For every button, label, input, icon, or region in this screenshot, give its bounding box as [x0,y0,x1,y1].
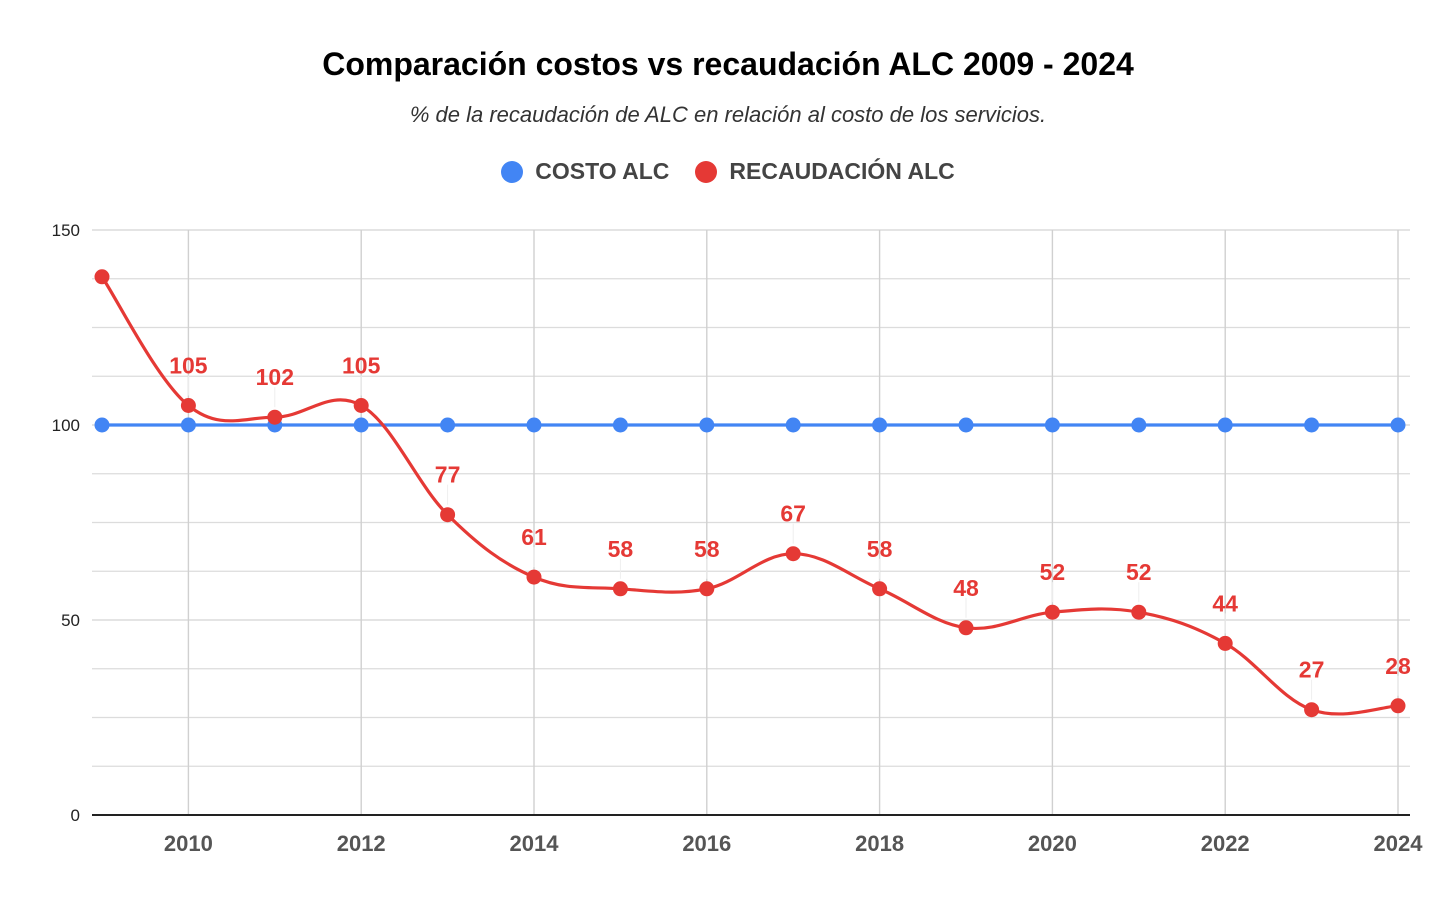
legend-marker-costo-icon [501,160,524,183]
data-point-costo [440,417,456,433]
chart-title: Comparación costos vs recaudación ALC 20… [322,46,1134,82]
data-point-recaudacion [1131,604,1147,620]
data-point-costo [785,417,801,433]
data-label-recaudacion: 44 [1212,590,1238,616]
data-point-recaudacion [1304,702,1320,718]
data-point-costo [1390,417,1406,433]
legend-label-recaudacion: RECAUDACIÓN ALC [729,158,955,184]
data-point-recaudacion [267,409,283,425]
data-label-recaudacion: 77 [435,462,461,488]
series-recaudacion [94,269,1406,718]
x-tick-label: 2010 [164,831,213,856]
data-point-recaudacion [353,398,369,413]
data-label-recaudacion: 52 [1040,559,1066,585]
chart-subtitle: % de la recaudación de ALC en relación a… [409,102,1047,127]
data-label-recaudacion: 105 [342,353,381,379]
data-point-recaudacion [440,507,456,523]
data-point-costo [94,417,110,433]
data-point-recaudacion [94,269,110,285]
data-point-recaudacion [1044,604,1060,620]
data-point-costo [180,417,196,433]
data-point-recaudacion [699,581,715,597]
series-layer [94,269,1406,718]
series-costo [94,417,1406,433]
data-labels: 105 102 105 77 61 58 58 67 58 48 52 52 44 27 28 [169,353,1411,700]
data-point-costo [1044,417,1060,433]
legend: COSTO ALC RECAUDACIÓN ALC [0,158,1456,185]
x-axis-ticks: 2010 2012 2014 2016 2018 2020 2022 2024 [164,831,1423,856]
x-tick-label: 2018 [855,831,904,856]
y-tick-label: 50 [61,611,80,630]
data-point-recaudacion [958,620,974,636]
legend-item-recaudacion[interactable]: RECAUDACIÓN ALC [695,158,955,185]
y-tick-label: 0 [71,806,80,825]
data-point-costo [1217,417,1233,433]
data-label-recaudacion: 67 [780,501,806,527]
data-point-costo [612,417,628,433]
data-point-recaudacion [785,546,801,562]
legend-label-costo: COSTO ALC [535,158,670,184]
data-point-recaudacion [872,581,888,597]
data-label-recaudacion: 105 [169,353,208,379]
data-label-recaudacion: 58 [867,536,893,562]
data-point-costo [353,417,369,433]
data-point-recaudacion [180,398,196,413]
data-label-recaudacion: 58 [608,536,634,562]
data-label-recaudacion: 27 [1299,657,1325,683]
data-label-recaudacion: 58 [694,536,720,562]
data-point-costo [958,417,974,433]
x-tick-label: 2020 [1028,831,1077,856]
data-point-costo [1304,417,1320,433]
legend-marker-recaudacion-icon [695,160,718,183]
data-point-costo [699,417,715,433]
y-axis-ticks: 0 50 100 150 [52,221,80,825]
x-tick-label: 2012 [337,831,386,856]
data-point-recaudacion [612,581,628,597]
x-tick-label: 2016 [682,831,731,856]
data-label-recaudacion: 102 [256,364,294,390]
y-tick-label: 150 [52,221,80,240]
data-label-recaudacion: 52 [1126,559,1152,585]
legend-item-costo[interactable]: COSTO ALC [501,158,669,185]
data-label-recaudacion: 28 [1385,653,1411,679]
data-point-recaudacion [1217,635,1233,651]
data-point-costo [1131,417,1147,433]
data-point-recaudacion [526,569,542,585]
x-tick-label: 2024 [1374,831,1424,856]
data-point-recaudacion [1390,698,1406,714]
series-line-recaudacion [100,275,1399,716]
x-tick-label: 2022 [1201,831,1250,856]
data-point-costo [526,417,542,433]
data-label-recaudacion: 48 [953,575,979,601]
data-point-costo [872,417,888,433]
gridlines [92,229,1410,816]
x-tick-label: 2014 [510,831,560,856]
y-tick-label: 100 [52,416,80,435]
data-label-recaudacion: 61 [521,524,547,550]
